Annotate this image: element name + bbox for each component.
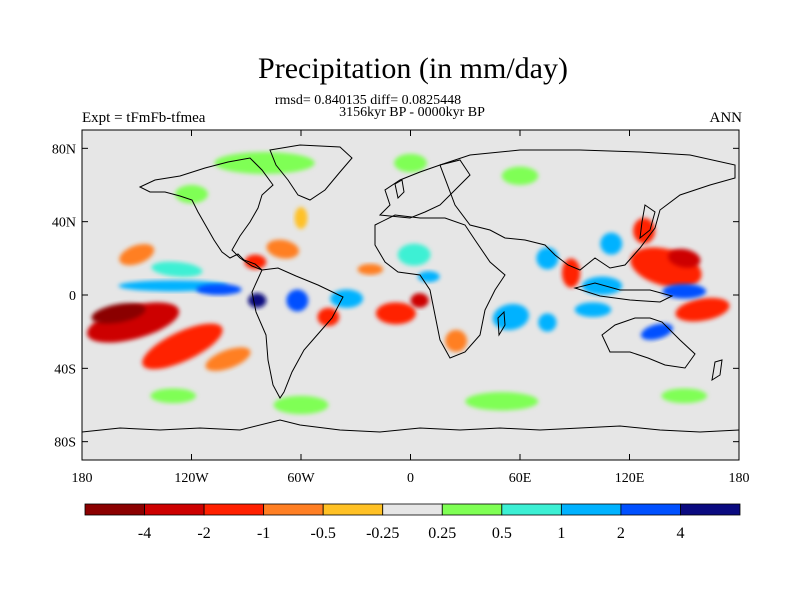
anomaly-region-27 <box>633 218 656 244</box>
colorbar-swatch <box>382 503 443 516</box>
anomaly-region-2 <box>142 323 223 370</box>
anomaly-region-9 <box>266 239 300 259</box>
anomaly-region-39 <box>465 392 539 411</box>
stats-line: rmsd= 0.840135 diff= 0.0825448 <box>274 93 462 108</box>
colorbar-swatch <box>680 503 741 516</box>
anomaly-region-3 <box>205 347 251 372</box>
colorbar-swatch <box>322 503 384 516</box>
anomaly-region-37 <box>175 185 208 204</box>
colorbar-swatch <box>620 503 681 516</box>
anomaly-region-0 <box>87 302 180 343</box>
y-tick-label: 40N <box>52 216 76 231</box>
colorbar-swatch <box>441 503 503 516</box>
anomaly-region-24 <box>538 313 557 332</box>
coast-asia <box>439 149 736 271</box>
coastlines <box>82 144 739 433</box>
colorbar-swatch <box>84 503 145 516</box>
colorbar-label: -0.5 <box>311 525 336 542</box>
anomaly-region-14 <box>317 307 340 327</box>
coast-greenland <box>269 144 353 201</box>
coast-africa <box>374 214 506 359</box>
coast-uk <box>394 179 405 200</box>
anomaly-region-15 <box>375 302 416 325</box>
anomaly-region-38 <box>273 395 329 415</box>
anomaly-region-29 <box>662 284 707 299</box>
anomaly-region-6 <box>248 293 267 308</box>
coast-madagascar <box>497 310 506 337</box>
colorbar-label: 2 <box>617 525 625 542</box>
colorbar-label: 0.25 <box>428 525 456 542</box>
colorbar-swatch <box>263 503 324 516</box>
anomaly-region-8 <box>119 244 155 266</box>
x-tick-label: 120E <box>615 471 645 486</box>
anomaly-field <box>87 152 730 415</box>
colorbar-swatch <box>560 503 622 516</box>
experiment-label: Expt = tFmFb-tfmea <box>82 110 206 126</box>
y-tick-label: 80S <box>54 436 76 451</box>
x-tick-label: 60E <box>509 471 532 486</box>
x-tick-label: 180 <box>729 471 750 486</box>
anomaly-region-10 <box>244 254 267 270</box>
coast-australia <box>601 317 696 369</box>
anomaly-region-7 <box>151 261 203 277</box>
x-tick-label: 0 <box>407 471 414 486</box>
colorbar-label: 1 <box>557 525 565 542</box>
anomaly-region-40 <box>150 388 197 404</box>
anomaly-region-23 <box>561 258 581 288</box>
colorbar-swatch <box>203 503 265 516</box>
anomaly-region-20 <box>397 243 431 266</box>
anomaly-region-35 <box>394 153 427 173</box>
period-label: 3156kyr BP - 0000kyr BP <box>339 105 485 120</box>
anomaly-region-41 <box>661 388 708 404</box>
anomaly-region-21 <box>492 303 529 331</box>
x-tick-label: 180 <box>72 471 93 486</box>
y-tick-label: 0 <box>69 289 76 304</box>
anomaly-region-5 <box>196 284 242 295</box>
colorbar-swatch <box>501 503 562 516</box>
anomaly-region-13 <box>286 289 309 312</box>
anomaly-region-16 <box>410 293 429 308</box>
colorbar-swatch <box>144 503 205 516</box>
colorbar-label: -1 <box>257 525 270 542</box>
coast-south-america <box>251 267 344 399</box>
colorbar-label: -2 <box>197 525 210 542</box>
coast-north-america <box>138 157 274 271</box>
map-background <box>82 130 739 460</box>
anomaly-region-22 <box>536 247 559 270</box>
x-tick-label: 120W <box>174 471 209 486</box>
anomaly-region-28 <box>675 297 730 322</box>
x-tick-label: 60W <box>287 471 315 486</box>
chart-title: Precipitation (in mm/day) <box>258 52 568 85</box>
anomaly-region-32 <box>600 232 623 255</box>
y-tick-label: 80N <box>52 142 76 157</box>
anomaly-region-12 <box>330 289 364 308</box>
colorbar: -4 -2 -1 -0.5 -0.25 0.25 0.5 1 2 4 <box>84 503 741 542</box>
anomaly-region-19 <box>445 329 468 352</box>
colorbar-label: -0.25 <box>366 525 399 542</box>
coast-japan <box>639 204 656 240</box>
coast-indonesia <box>573 282 674 303</box>
anomaly-region-36 <box>501 166 539 185</box>
anomaly-region-33 <box>640 323 673 340</box>
colorbar-label: 4 <box>676 525 684 542</box>
anomaly-region-31 <box>574 302 612 317</box>
anomaly-region-30 <box>582 276 623 296</box>
anomaly-region-1 <box>91 303 146 324</box>
colorbar-label: 0.5 <box>492 525 512 542</box>
y-tick-label: 40S <box>54 362 76 377</box>
anomaly-region-34 <box>214 152 315 174</box>
colorbar-label: -4 <box>138 525 151 542</box>
coast-europe <box>378 159 471 219</box>
coast-new-zealand <box>711 359 723 382</box>
coast-antarctica <box>82 419 739 433</box>
anomaly-region-26 <box>667 248 701 268</box>
axis-ticks: 180 120W 60W 0 60E 120E 180 80N 40N 0 40S 80S <box>52 130 750 486</box>
anomaly-region-17 <box>357 263 384 275</box>
anomaly-region-11 <box>294 207 308 229</box>
season-label: ANN <box>709 110 743 126</box>
